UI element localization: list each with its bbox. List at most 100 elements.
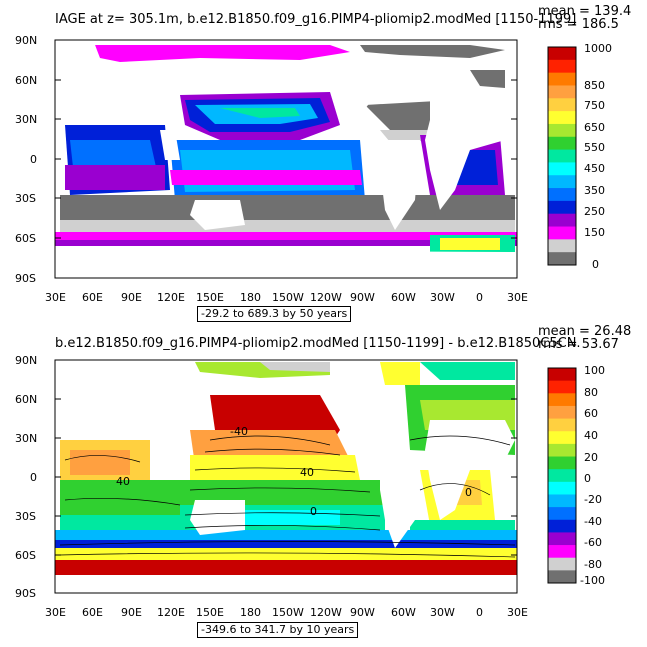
panel1-lon-tick: 30E [45,291,66,304]
colorbar-swatch [548,175,576,189]
panel1-lon-tick: 60W [391,291,416,304]
panel2-contour-label: 40 [116,475,130,488]
panel2-contour-label: 0 [465,486,472,499]
panel1-lat-tick: 30S [15,192,36,205]
panel2-contour-label: -40 [230,425,248,438]
colorbar-swatch [548,85,576,99]
panel2-colorbar-label: -100 [580,574,605,587]
panel1-lon-tick: 30W [430,291,455,304]
colorbar-swatch [548,570,576,584]
colorbar-swatch [548,418,576,432]
colorbar-swatch [548,59,576,74]
panel1-colorbar-label: 0 [592,258,599,271]
panel1-lat-tick: 60N [15,74,38,87]
colorbar-swatch [548,380,576,394]
panel2-lon-tick: 150W [272,606,304,619]
panel1-rms: rms = 186.5 [538,17,619,32]
panel2-colorbar-label: -40 [584,515,602,528]
panel1-lon-tick: 90W [350,291,375,304]
panel1-lat-tick: 60S [15,232,36,245]
panel1-lon-tick: 150W [272,291,304,304]
colorbar-swatch [548,162,576,176]
colorbar-swatch [548,72,576,86]
colorbar-swatch [548,507,576,521]
colorbar-swatch [548,393,576,407]
colorbar-swatch [548,239,576,253]
panel1-colorbar-label: 850 [584,79,605,92]
panel1-colorbar-label: 250 [584,205,605,218]
colorbar-swatch [548,368,576,382]
panel2-colorbar-label: -80 [584,558,602,571]
panel1-lat-tick: 0 [30,153,37,166]
panel2-mean: mean = 26.48 [538,324,632,339]
colorbar-swatch [548,557,576,571]
colorbar-swatch [548,456,576,470]
panel2-colorbar-label: -20 [584,493,602,506]
panel2-contour-label: 40 [300,466,314,479]
panel1-colorbar-label: 150 [584,226,605,239]
panel1-colorbar-label: 1000 [584,42,612,55]
colorbar-swatch [548,188,576,202]
panel1-lat-tick: 90S [15,272,36,285]
panel1-lon-tick: 120E [157,291,185,304]
colorbar-swatch [548,213,576,228]
colorbar-swatch [548,519,576,533]
panel1-colorbar-label: 550 [584,141,605,154]
colorbar-swatch [548,545,576,559]
colorbar-swatch [548,481,576,495]
panel2-lat-tick: 30N [15,432,38,445]
panel2-colorbar-label: 0 [584,472,591,485]
panel2-lon-tick: 60E [82,606,103,619]
panel2-lon-tick: 30W [430,606,455,619]
colorbar-swatch [548,47,576,61]
panel2-colorbar-label: -60 [584,536,602,549]
panel1-colorbar-label: 350 [584,184,605,197]
panel1-lat-tick: 30N [15,113,38,126]
colorbar-swatch [548,123,576,138]
panel2-lon-tick: 0 [476,606,483,619]
panel2-lat-tick: 90S [15,587,36,600]
panel2-lon-tick: 60W [391,606,416,619]
colorbar-frame [547,46,577,266]
colorbar-swatch [548,431,576,445]
panel2-range-box: -349.6 to 341.7 by 10 years [197,622,359,638]
colorbar-swatch [548,200,576,215]
panel1-colorbar-label: 650 [584,121,605,134]
panel1-lon-tick: 30E [507,291,528,304]
panel2-title: b.e12.B1850.f09_g16.PIMP4-pliomip2.modMe… [55,336,581,351]
panel2-lat-tick: 90N [15,354,38,367]
panel2-colorbar-label: 20 [584,451,598,464]
panel2-lat-tick: 30S [15,510,36,523]
panel2-colorbar-label: 80 [584,386,598,399]
panel2-colorbar-label: 60 [584,407,598,420]
panel1-lon-tick: 180 [240,291,261,304]
panel2-lon-tick: 30E [507,606,528,619]
panel2-lon-tick: 120W [310,606,342,619]
panel1-colorbar-label: 450 [584,162,605,175]
colorbar-swatch [548,443,576,458]
colorbar-swatch [548,405,576,420]
colorbar-swatch [548,98,576,112]
panel2-rms: rms = 53.67 [538,337,619,352]
colorbar-frame [547,367,577,584]
colorbar-swatch [548,136,576,151]
colorbar-swatch [548,252,576,266]
panel2-lon-tick: 150E [196,606,224,619]
colorbar-swatch [548,111,576,125]
panel1-lat-tick: 90N [15,34,38,47]
panel1-lon-tick: 90E [121,291,142,304]
panel2-lon-tick: 180 [240,606,261,619]
colorbar-swatch [548,532,576,546]
panel1-mean: mean = 139.4 [538,4,632,19]
panel1-lon-tick: 150E [196,291,224,304]
panel2-lat-tick: 60N [15,393,38,406]
panel2-lon-tick: 30E [45,606,66,619]
panel2-colorbar-label: 40 [584,429,598,442]
panel1-title: IAGE at z= 305.1m, b.e12.B1850.f09_g16.P… [55,12,577,27]
panel2-lon-tick: 90W [350,606,375,619]
panel2-lat-tick: 0 [30,471,37,484]
